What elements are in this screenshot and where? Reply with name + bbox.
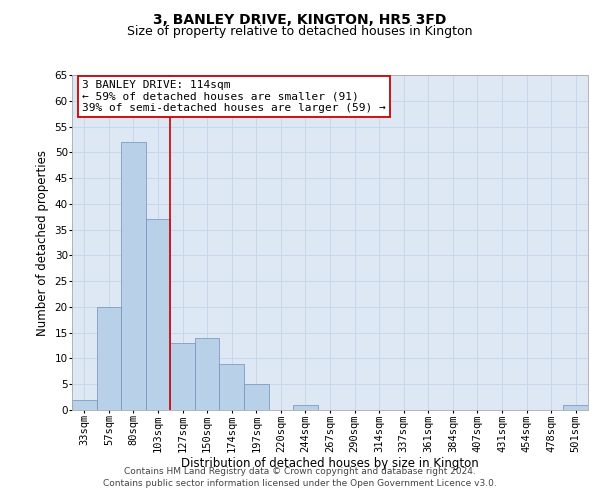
Text: Contains HM Land Registry data © Crown copyright and database right 2024.
Contai: Contains HM Land Registry data © Crown c… bbox=[103, 466, 497, 487]
Bar bbox=[244, 384, 269, 410]
Bar bbox=[97, 307, 121, 410]
X-axis label: Distribution of detached houses by size in Kington: Distribution of detached houses by size … bbox=[181, 457, 479, 470]
Bar bbox=[563, 405, 588, 410]
Bar bbox=[220, 364, 244, 410]
Text: 3 BANLEY DRIVE: 114sqm
← 59% of detached houses are smaller (91)
39% of semi-det: 3 BANLEY DRIVE: 114sqm ← 59% of detached… bbox=[82, 80, 386, 113]
Y-axis label: Number of detached properties: Number of detached properties bbox=[36, 150, 49, 336]
Bar bbox=[121, 142, 146, 410]
Text: Size of property relative to detached houses in Kington: Size of property relative to detached ho… bbox=[127, 25, 473, 38]
Bar bbox=[170, 343, 195, 410]
Bar bbox=[195, 338, 220, 410]
Bar bbox=[146, 220, 170, 410]
Bar bbox=[72, 400, 97, 410]
Text: 3, BANLEY DRIVE, KINGTON, HR5 3FD: 3, BANLEY DRIVE, KINGTON, HR5 3FD bbox=[154, 12, 446, 26]
Bar bbox=[293, 405, 318, 410]
